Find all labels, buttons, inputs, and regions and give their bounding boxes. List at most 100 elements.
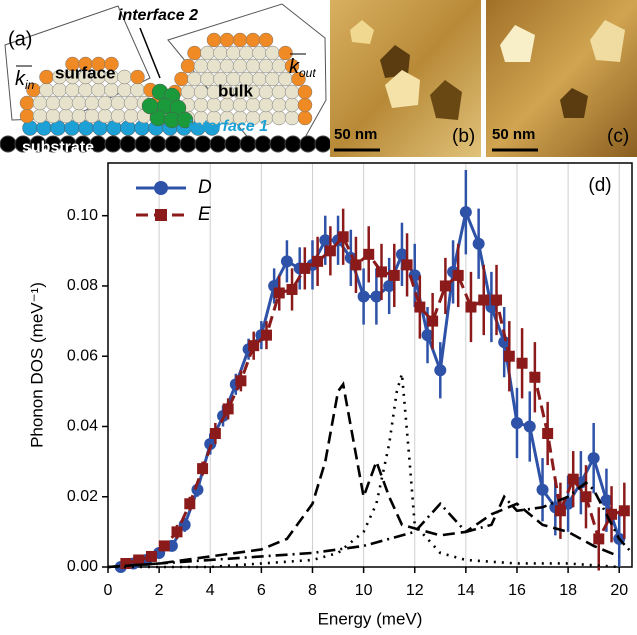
marker [197,463,208,474]
bulk-atom [285,98,299,112]
marker [312,256,323,267]
bulk-atom [285,111,299,125]
afm-image-b: 50 nm (b) [330,0,481,157]
surface-atom [20,109,34,123]
bulk-atom [227,46,241,60]
subscript: in [25,78,35,92]
marker [593,533,604,544]
marker [338,231,349,242]
bulk-atom [194,98,208,112]
bulk-atom [240,46,254,60]
marker [537,484,549,496]
legend-label: D [198,177,212,198]
marker [248,340,259,351]
marker [184,498,195,509]
bulk-atom [33,109,47,123]
x-axis-label: Energy (meV) [318,609,423,628]
y-tick-label: 0.10 [67,207,98,224]
marker [588,452,600,464]
surface-atom [20,96,34,110]
marker [555,505,566,516]
marker [261,330,272,341]
label: interface 1 [188,118,268,135]
substrate-atom [255,136,271,152]
scale-label: 50 nm [492,126,535,143]
bulk-atom [220,59,234,73]
panel-label: (d) [588,175,611,196]
substrate-atom [0,136,16,152]
marker [363,249,374,260]
x-tick-label: 16 [508,582,526,599]
surface-atom [220,33,234,47]
bulk-atom [188,72,202,86]
y-tick-label: 0.08 [67,277,98,294]
bulk-atom [46,96,60,110]
surface-atom [40,70,54,84]
series-line [126,237,624,564]
schematic: (a) interface 2 surface bulk interface 1… [0,4,331,156]
substrate-atom [315,136,331,152]
y-tick-label: 0.02 [67,488,98,505]
substrate-atom [240,136,256,152]
surface-atom [298,85,312,99]
legend-marker [155,209,167,221]
marker [427,316,438,327]
marker [376,266,387,277]
surface-atom [181,59,195,73]
marker [172,526,183,537]
surface-atom [298,98,312,112]
substrate-atom [225,136,241,152]
y-tick-label: 0.04 [67,418,98,435]
subscript: out [299,66,316,80]
marker [619,505,630,516]
bulk-atom [194,85,208,99]
bulk-atom [124,109,138,123]
x-tick-label: 4 [206,582,215,599]
bulk-atom [285,85,299,99]
bulk-atom [253,72,267,86]
marker [325,245,336,256]
scale-label: 50 nm [334,126,377,143]
bulk-atom [98,96,112,110]
x-tick-label: 2 [155,582,164,599]
marker [210,428,221,439]
label: substrate [22,139,94,156]
figure: (a) interface 2 surface bulk interface 1… [0,0,637,635]
x-tick-label: 6 [257,582,266,599]
marker [580,491,591,502]
bulk-atom [118,70,132,84]
substrate-atom [105,136,121,152]
label: interface 2 [118,7,198,24]
marker [504,351,515,362]
surface-atom [298,111,312,125]
substrate-atom [165,136,181,152]
bulk-atom [259,98,273,112]
bulk-atom [214,46,228,60]
bulk-atom [72,109,86,123]
substrate-atom [180,136,196,152]
bulk-atom [59,109,73,123]
y-tick-label: 0.00 [67,558,98,575]
panel-label: (b) [452,126,475,147]
bulk-atom [111,96,125,110]
bulk-atom [66,83,80,97]
marker [281,255,293,267]
interface-2-atom [142,98,158,114]
bulk-atom [194,59,208,73]
y-axis-label: Phonon DOS (meV⁻¹) [27,282,46,448]
bulk-atom [272,98,286,112]
bulk-atom [272,85,286,99]
substrate-atom [285,136,301,152]
x-tick-label: 12 [406,582,424,599]
bulk-atom [131,83,145,97]
marker [542,428,553,439]
marker [434,364,446,376]
bulk-atom [259,85,273,99]
marker [287,284,298,295]
marker [568,474,579,485]
x-tick-label: 10 [355,582,373,599]
bulk-atom [111,109,125,123]
bulk-atom [253,46,267,60]
bulk-atom [72,96,86,110]
